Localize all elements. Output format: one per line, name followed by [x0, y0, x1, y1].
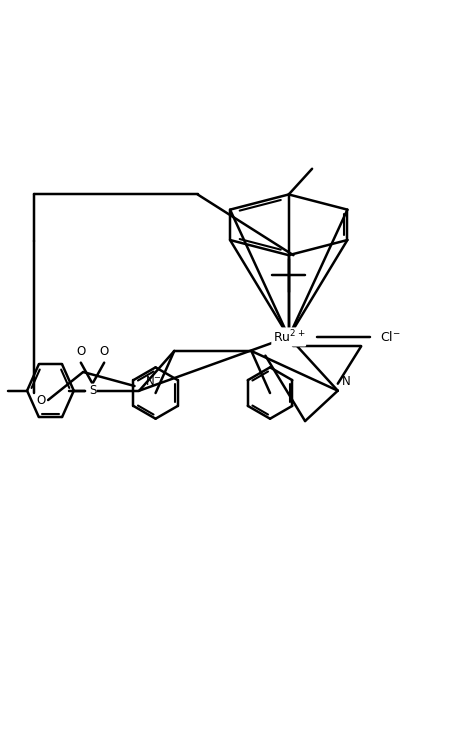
Text: N$^{-}$: N$^{-}$ — [145, 376, 162, 388]
Text: O: O — [76, 345, 86, 358]
Text: Ru$^{2+}$: Ru$^{2+}$ — [273, 329, 305, 345]
Text: N: N — [342, 376, 350, 388]
Text: Cl$^{-}$: Cl$^{-}$ — [380, 330, 400, 344]
Text: S: S — [89, 384, 96, 397]
Text: O: O — [100, 345, 109, 358]
Text: O: O — [37, 394, 46, 406]
